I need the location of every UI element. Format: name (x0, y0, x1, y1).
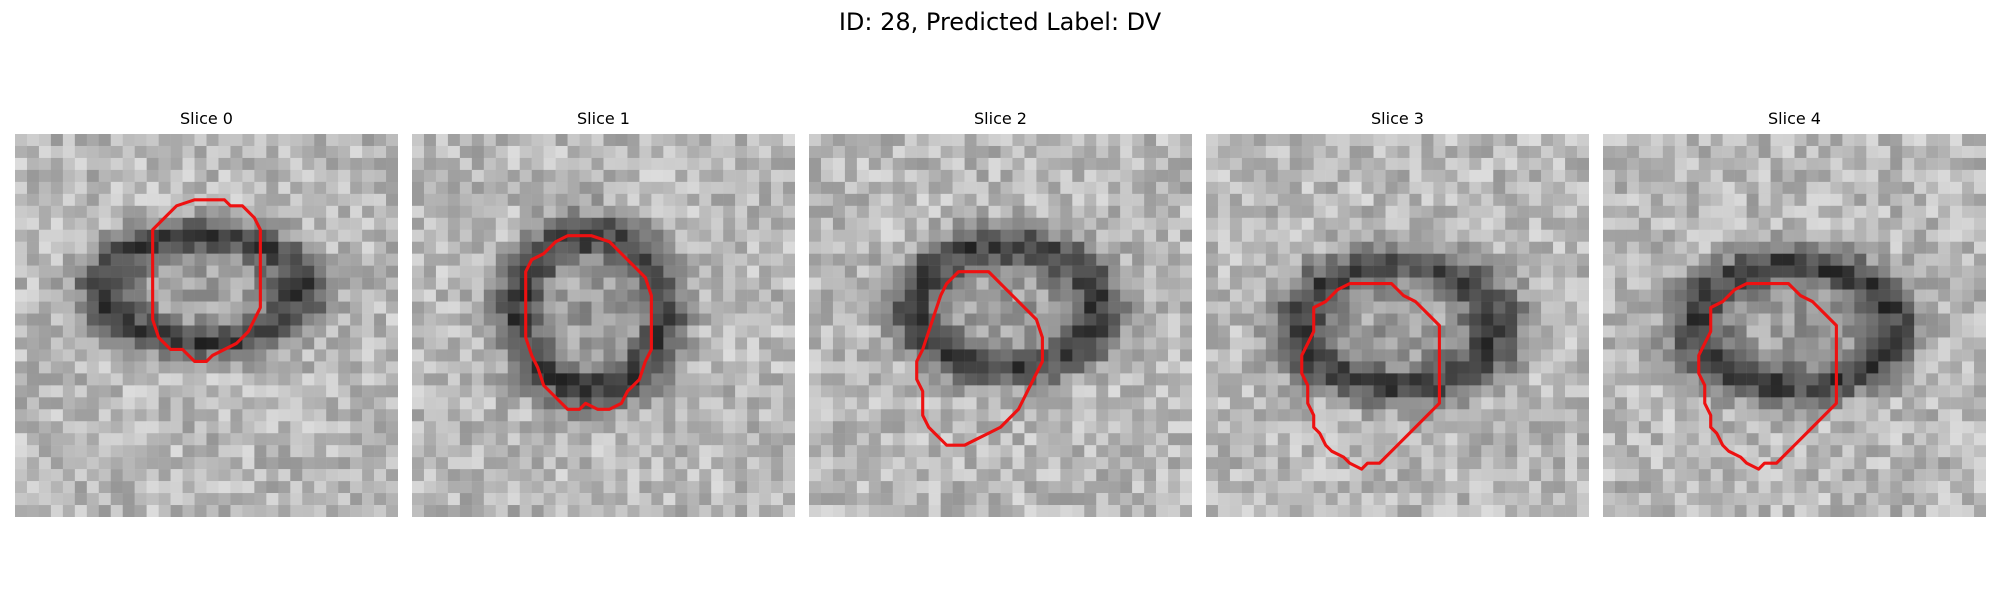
segmentation-contour (151, 198, 262, 363)
slice-title-4: Slice 4 (1768, 109, 1821, 128)
slice-panel-0: Slice 0 (15, 108, 398, 517)
slice-image-1 (412, 134, 795, 517)
slice-image-0 (15, 134, 398, 517)
slice-title-0: Slice 0 (180, 109, 233, 128)
slice-panel-2: Slice 2 (809, 108, 1192, 517)
slice-image-4 (1603, 134, 1986, 517)
slice-title-2: Slice 2 (974, 109, 1027, 128)
figure-title: ID: 28, Predicted Label: DV (838, 8, 1162, 36)
segmentation-contour (1697, 282, 1838, 471)
segmentation-contour (1300, 282, 1441, 471)
segmentation-contour (915, 270, 1044, 447)
slice-panel-3: Slice 3 (1206, 108, 1589, 517)
slice-image-2 (809, 134, 1192, 517)
slice-title-1: Slice 1 (577, 109, 630, 128)
slice-panel-1: Slice 1 (412, 108, 795, 517)
slice-image-3 (1206, 134, 1589, 517)
slice-panel-4: Slice 4 (1603, 108, 1986, 517)
segmentation-contour (524, 234, 653, 411)
slice-title-3: Slice 3 (1371, 109, 1424, 128)
